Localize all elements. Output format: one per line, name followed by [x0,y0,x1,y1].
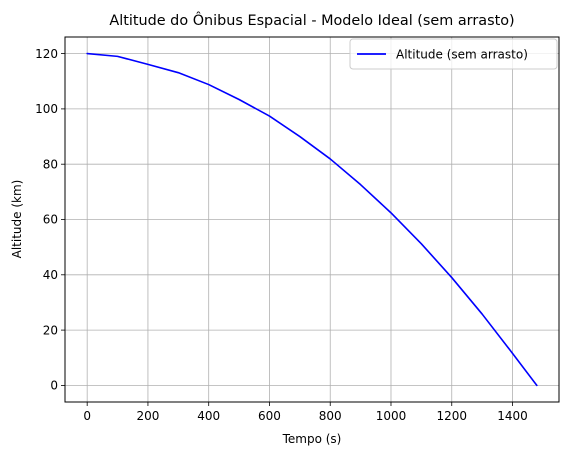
axis-ticks: 0 200 400 600 800 1000 1200 1400 0 20 40 60 80 100 120 [35,47,528,423]
x-axis-title: Tempo (s) [282,432,342,446]
x-tick-label: 800 [319,409,342,423]
series-layer [86,52,538,387]
y-tick-label: 60 [43,213,58,227]
y-axis-title: Altitude (km) [10,180,24,259]
x-tick-label: 400 [197,409,220,423]
x-tick-label: 0 [83,409,91,423]
series-line-altitude [86,52,538,387]
y-tick-label: 20 [43,323,58,337]
y-tick-label: 100 [35,102,58,116]
x-tick-label: 200 [136,409,159,423]
x-tick-label: 600 [258,409,281,423]
y-tick-label: 80 [43,157,58,171]
x-tick-label: 1000 [376,409,407,423]
legend-label-altitude: Altitude (sem arrasto) [396,48,528,62]
grid-lines [65,37,559,402]
x-tick-label: 1200 [436,409,467,423]
legend-box [349,38,558,70]
y-tick-label: 0 [50,379,58,393]
legend: Altitude (sem arrasto) [349,38,558,70]
y-tick-label: 40 [43,268,58,282]
chart-title: Altitude do Ônibus Espacial - Modelo Ide… [109,11,514,29]
x-tick-label: 1400 [497,409,528,423]
y-tick-label: 120 [35,47,58,61]
